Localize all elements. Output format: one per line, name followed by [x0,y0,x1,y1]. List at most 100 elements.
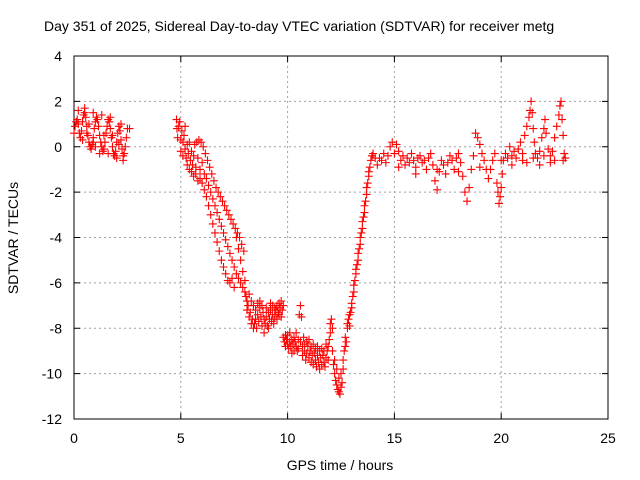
data-point [201,149,210,158]
data-point [365,163,374,172]
data-point [236,256,245,265]
data-point [296,301,305,310]
data-point [245,290,254,299]
data-point [339,365,348,374]
data-point [445,151,454,160]
data-point [116,135,125,144]
data-point [185,138,194,147]
data-point [386,142,395,151]
data-point [197,138,206,147]
data-point [394,147,403,156]
data-point [93,115,102,124]
data-point [294,344,303,353]
data-point [182,154,191,163]
data-point [218,197,227,206]
data-point [272,315,281,324]
data-point [216,192,225,201]
data-point [505,142,514,151]
data-point [73,115,82,124]
data-point [108,131,117,140]
data-point [309,340,318,349]
data-point [337,369,345,378]
data-point [264,324,273,333]
data-point [247,297,256,306]
data-point [456,158,465,167]
data-point [355,244,364,253]
data-point [269,319,278,328]
data-point [347,299,356,308]
data-point [555,101,564,110]
data-point [116,120,125,129]
data-point [222,206,231,215]
data-point [238,283,247,292]
data-point [559,156,568,165]
data-point [369,149,378,158]
data-point [363,179,372,188]
data-point [234,274,243,283]
data-point [221,269,230,278]
x-tick-label: 20 [493,430,509,446]
data-point [390,149,399,158]
x-tick-label: 15 [387,430,403,446]
data-point [299,333,308,342]
data-point [558,115,567,124]
data-point [203,156,212,165]
data-point [362,190,371,199]
data-point [304,335,313,344]
data-point [342,337,351,346]
data-point [237,240,246,249]
data-point [430,176,439,185]
data-point [292,328,301,337]
data-point [297,312,306,321]
data-point [279,301,288,310]
data-point [518,156,527,165]
data-point [226,215,235,224]
data-point [95,149,104,158]
data-point [313,342,322,351]
data-point [249,301,258,310]
data-point [458,172,467,181]
data-point [437,156,446,165]
data-point [89,108,98,117]
data-point [180,131,189,140]
data-point [208,194,217,203]
data-point [486,165,495,174]
data-point [230,283,239,292]
data-point [231,224,240,233]
data-point [405,158,414,167]
data-point [460,188,469,197]
data-point [539,124,548,133]
data-point [443,158,452,167]
data-point [488,156,497,165]
data-point [213,208,222,217]
data-point [496,192,505,201]
data-point [560,149,569,158]
data-point [411,169,420,178]
data-point [200,169,209,178]
data-point [217,222,226,231]
data-point [360,208,369,217]
chart-title: Day 351 of 2025, Sidereal Day-to-day VTE… [44,18,554,34]
data-point [392,140,401,149]
data-point [471,129,480,138]
data-point [362,183,371,192]
data-point [189,151,198,160]
data-point [204,181,213,190]
data-point [100,138,109,147]
y-tick-label: -4 [50,230,63,246]
data-point [240,287,249,296]
data-point [501,149,510,158]
data-point [187,147,196,156]
data-point [210,201,219,210]
x-tick-label: 10 [280,430,296,446]
data-point [350,276,359,285]
data-point [529,124,538,133]
data-point [559,131,568,140]
data-point [246,308,255,317]
data-point [177,126,186,135]
data-point [552,122,561,131]
data-point [224,210,233,219]
data-point [199,142,208,151]
data-point [239,247,248,256]
data-point [550,156,559,165]
